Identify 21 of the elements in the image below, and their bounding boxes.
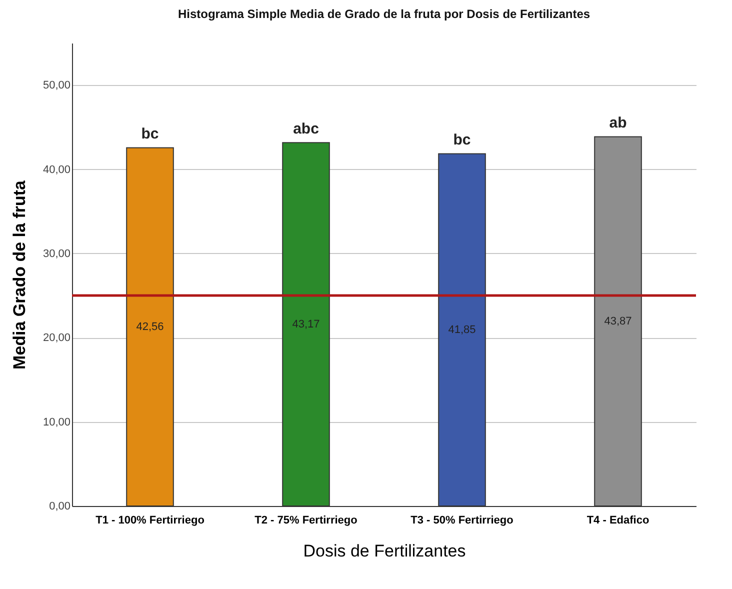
x-tick-label: T3 - 50% Fertirriego (410, 514, 514, 526)
x-tick-label: T2 - 75% Fertirriego (254, 514, 358, 526)
y-tick-label: 40,00 (42, 164, 70, 176)
x-tick-label: T4 - Edafico (586, 514, 650, 526)
y-tick-label: 10,00 (42, 416, 70, 428)
data-label: 42,56 (136, 320, 164, 333)
y-axis-title: Media Grado de la fruta (10, 180, 29, 370)
annotation: ab (609, 114, 627, 132)
x-tick-label: T1 - 100% Fertirriego (96, 514, 205, 526)
y-tick-label: 50,00 (42, 80, 70, 92)
annotation: bc (141, 126, 159, 143)
annotation: bc (453, 132, 471, 149)
annotation: abc (293, 120, 319, 138)
data-label: 41,85 (448, 324, 476, 336)
y-tick-label: 0,00 (49, 500, 70, 512)
y-tick-label: 30,00 (42, 248, 70, 260)
data-label: 43,17 (292, 318, 320, 330)
chart-title: Histograma Simple Media de Grado de la fruta por Dosis de Fertilizantes (178, 7, 590, 21)
y-tick-label: 20,00 (42, 332, 70, 344)
data-label: 43,87 (604, 315, 632, 328)
x-axis-title: Dosis de Fertilizantes (303, 542, 466, 560)
